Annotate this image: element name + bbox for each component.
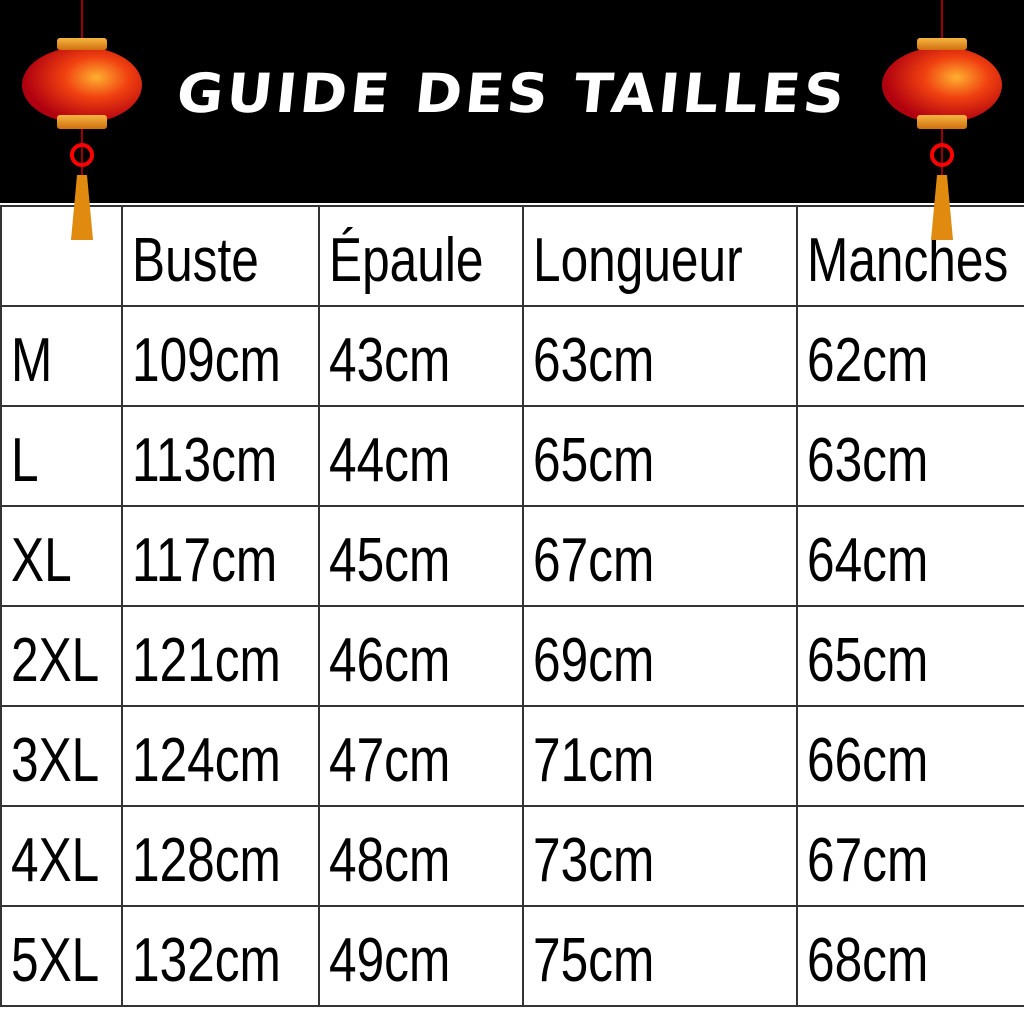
measurement-cell: 67cm	[522, 505, 798, 607]
cell-text: M	[11, 325, 53, 395]
measurement-cell: 128cm	[121, 805, 321, 907]
cell-text: 124cm	[132, 725, 282, 795]
measurement-cell: 71cm	[522, 705, 798, 807]
measurement-cell: 44cm	[318, 405, 525, 507]
measurement-cell: 109cm	[121, 305, 321, 407]
measurement-cell: 47cm	[318, 705, 525, 807]
cell-text: 128cm	[132, 825, 282, 895]
cell-text: 65cm	[533, 425, 655, 495]
cell-text: 4XL	[11, 825, 100, 895]
size-label-cell: 2XL	[0, 605, 124, 707]
cell-text: 69cm	[533, 625, 655, 695]
size-label-cell: M	[0, 305, 124, 407]
measurement-cell: 63cm	[795, 405, 1024, 507]
table-row: L 113cm 44cm 65cm 63cm	[0, 405, 1024, 507]
size-table: Buste Épaule Longueur Manches M 109cm 43cm…	[0, 205, 1024, 1007]
measurement-cell: 63cm	[522, 305, 798, 407]
title-text: GUIDE DES TAILLES	[173, 62, 851, 125]
cell-text: 67cm	[533, 525, 655, 595]
size-label-cell: L	[0, 405, 124, 507]
cell-text: 63cm	[533, 325, 655, 395]
table-row: 4XL 128cm 48cm 73cm 67cm	[0, 805, 1024, 907]
cell-text: 67cm	[806, 825, 928, 895]
measurement-cell: 45cm	[318, 505, 525, 607]
measurement-cell: 69cm	[522, 605, 798, 707]
cell-text: 71cm	[533, 725, 655, 795]
cell-text: 48cm	[329, 825, 451, 895]
cell-text: 47cm	[329, 725, 451, 795]
cell-text: 117cm	[132, 525, 278, 595]
measurement-cell: 49cm	[318, 905, 525, 1007]
lantern-icon	[882, 0, 1002, 240]
cell-text: 68cm	[806, 925, 928, 995]
measurement-cell: 65cm	[795, 605, 1024, 707]
cell-text: 49cm	[329, 925, 451, 995]
cell-text: 73cm	[533, 825, 655, 895]
measurement-cell: 75cm	[522, 905, 798, 1007]
measurement-cell: 113cm	[121, 405, 321, 507]
size-label-cell: 3XL	[0, 705, 124, 807]
measurement-cell: 64cm	[795, 505, 1024, 607]
measurement-cell: 62cm	[795, 305, 1024, 407]
header-cell	[0, 205, 124, 307]
cell-text: 75cm	[533, 925, 655, 995]
header-text: Manches	[806, 225, 1008, 295]
cell-text: 46cm	[329, 625, 451, 695]
cell-text: 66cm	[806, 725, 928, 795]
measurement-cell: 46cm	[318, 605, 525, 707]
table-row: 5XL 132cm 49cm 75cm 68cm	[0, 905, 1024, 1007]
measurement-cell: 67cm	[795, 805, 1024, 907]
header-cell: Épaule	[318, 205, 525, 307]
header-cell: Longueur	[522, 205, 798, 307]
header-text: Épaule	[329, 225, 484, 295]
cell-text: 109cm	[132, 325, 282, 395]
table-row: 2XL 121cm 46cm 69cm 65cm	[0, 605, 1024, 707]
size-label-cell: 5XL	[0, 905, 124, 1007]
measurement-cell: 65cm	[522, 405, 798, 507]
cell-text: 2XL	[11, 625, 100, 695]
measurement-cell: 124cm	[121, 705, 321, 807]
page-title: GUIDE DES TAILLES	[0, 62, 1024, 125]
header-cell: Buste	[121, 205, 321, 307]
measurement-cell: 48cm	[318, 805, 525, 907]
cell-text: 63cm	[806, 425, 928, 495]
cell-text: 121cm	[132, 625, 282, 695]
measurement-cell: 43cm	[318, 305, 525, 407]
cell-text: 65cm	[806, 625, 928, 695]
table-row: XL 117cm 45cm 67cm 64cm	[0, 505, 1024, 607]
measurement-cell: 121cm	[121, 605, 321, 707]
cell-text: 132cm	[132, 925, 282, 995]
cell-text: 113cm	[132, 425, 278, 495]
measurement-cell: 73cm	[522, 805, 798, 907]
size-label-cell: XL	[0, 505, 124, 607]
size-label-cell: 4XL	[0, 805, 124, 907]
cell-text: 43cm	[329, 325, 451, 395]
header-cell: Manches	[795, 205, 1024, 307]
cell-text: XL	[11, 525, 72, 595]
table-row: 3XL 124cm 47cm 71cm 66cm	[0, 705, 1024, 807]
header-text: Buste	[132, 225, 260, 295]
measurement-cell: 132cm	[121, 905, 321, 1007]
cell-text: L	[11, 425, 39, 495]
table-row: M 109cm 43cm 63cm 62cm	[0, 305, 1024, 407]
measurement-cell: 66cm	[795, 705, 1024, 807]
cell-text: 5XL	[11, 925, 100, 995]
cell-text: 64cm	[806, 525, 928, 595]
cell-text: 62cm	[806, 325, 928, 395]
measurement-cell: 117cm	[121, 505, 321, 607]
cell-text: 3XL	[11, 725, 100, 795]
cell-text: 44cm	[329, 425, 451, 495]
header-row: Buste Épaule Longueur Manches	[0, 205, 1024, 307]
cell-text: 45cm	[329, 525, 451, 595]
measurement-cell: 68cm	[795, 905, 1024, 1007]
lantern-icon	[22, 0, 142, 240]
header-text: Longueur	[533, 225, 744, 295]
header-banner: GUIDE DES TAILLES	[0, 0, 1024, 203]
